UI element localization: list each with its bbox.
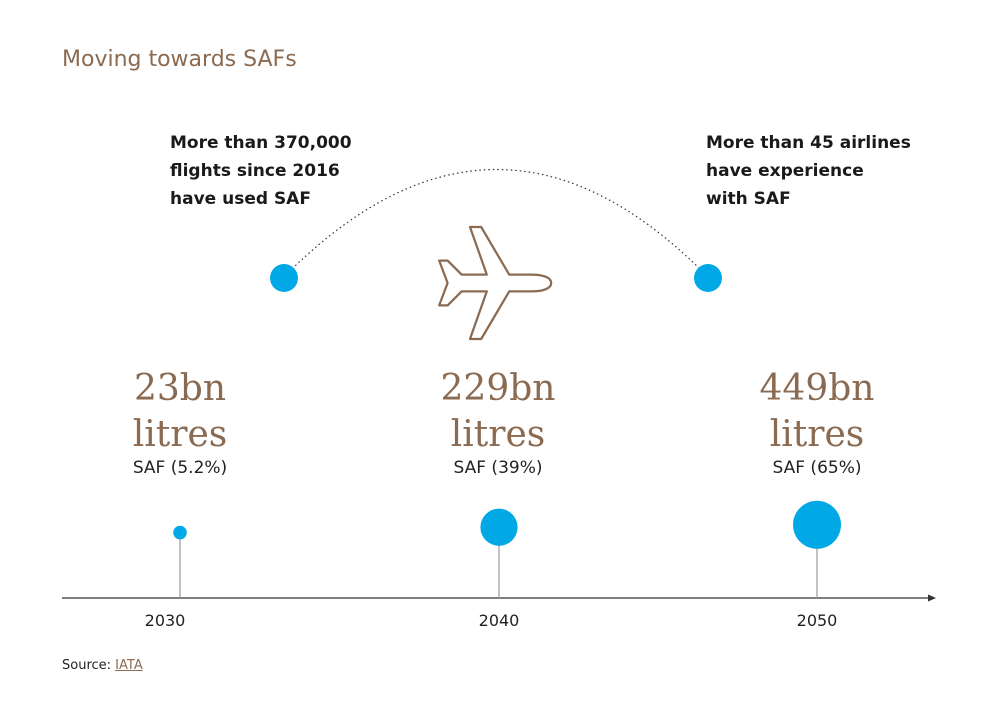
page-title: Moving towards SAFs: [62, 47, 297, 72]
volume-number: 449bn: [759, 368, 875, 409]
source-link[interactable]: IATA: [115, 658, 143, 673]
share-2040: SAF (39%): [453, 458, 543, 478]
bubble-2040: [480, 508, 518, 546]
note-line: have used SAF: [170, 189, 311, 209]
source-note: Source: IATA: [62, 658, 143, 673]
volume-2040: 229bn litres: [398, 366, 598, 458]
source-prefix: Source:: [62, 658, 116, 673]
airplane-outline-icon: [438, 225, 553, 341]
note-line: More than 370,000: [170, 133, 352, 153]
bubble-2050: [793, 500, 841, 549]
volume-unit: litres: [769, 414, 865, 455]
volume-unit: litres: [450, 414, 546, 455]
note-line: have experience: [706, 161, 864, 181]
arc-start-dot: [270, 264, 298, 292]
year-2030: 2030: [144, 611, 186, 630]
year-2040: 2040: [478, 611, 520, 630]
note-line: flights since 2016: [170, 161, 340, 181]
year-2050: 2050: [796, 611, 838, 630]
arc-end-dot: [694, 264, 722, 292]
volume-number: 229bn: [440, 368, 556, 409]
volume-2050: 449bn litres: [717, 366, 917, 458]
note-flights: More than 370,000 flights since 2016 hav…: [170, 129, 352, 213]
dotted-arc: [291, 169, 701, 270]
volume-2030: 23bn litres: [80, 366, 280, 458]
volume-unit: litres: [132, 414, 228, 455]
share-2030: SAF (5.2%): [132, 458, 228, 478]
note-line: with SAF: [706, 189, 791, 209]
volume-number: 23bn: [133, 368, 227, 409]
bubble-2030: [173, 525, 187, 540]
note-line: More than 45 airlines: [706, 133, 911, 153]
share-2050: SAF (65%): [772, 458, 862, 478]
note-airlines: More than 45 airlines have experience wi…: [706, 129, 911, 213]
axis-arrow-icon: [928, 594, 936, 602]
